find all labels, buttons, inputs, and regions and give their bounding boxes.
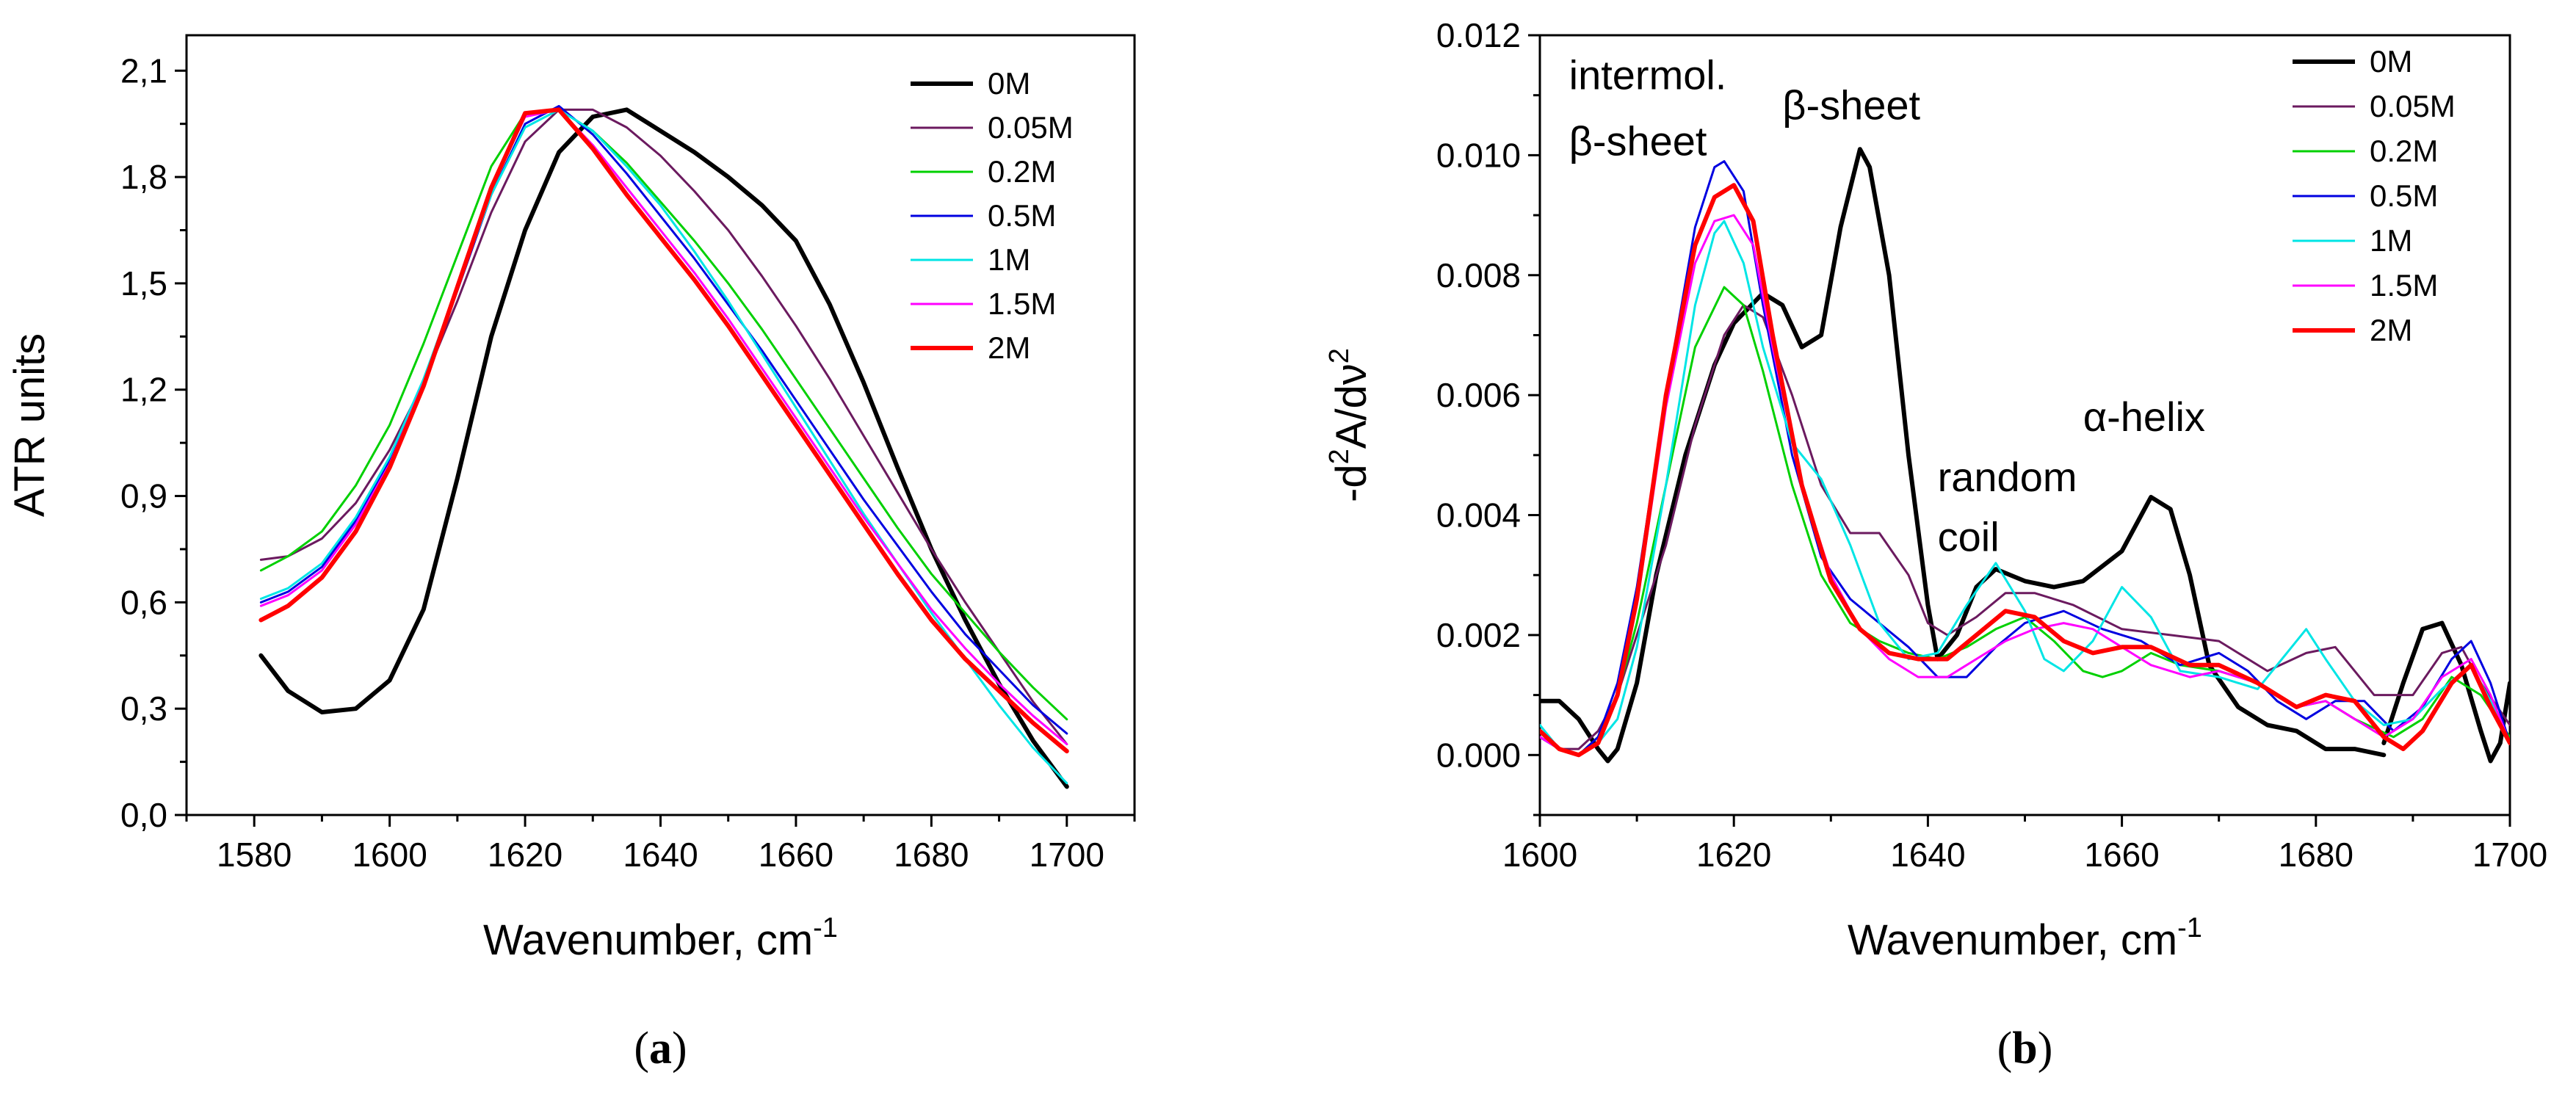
x-tick-label: 1620 [1696, 836, 1771, 874]
x-tick-label: 1700 [2472, 836, 2547, 874]
y-tick-label: 0.000 [1436, 736, 1521, 774]
y-tick-label: 0,0 [120, 796, 167, 834]
y-tick-label: 1,8 [120, 158, 167, 196]
y-tick-label: 0.010 [1436, 136, 1521, 174]
series-line-0p5m [259, 105, 1068, 735]
panel-caption: (b) [1997, 1024, 2053, 1073]
x-tick-label: 1640 [1890, 836, 1965, 874]
y-tick-label: 0.008 [1436, 256, 1521, 294]
y-tick-label: 1,5 [120, 264, 167, 303]
legend-label: 0.05M [988, 110, 1074, 145]
legend-label: 0M [988, 66, 1030, 101]
x-axis-label: Wavenumber, cm-1 [483, 913, 838, 964]
x-tick-label: 1660 [2084, 836, 2159, 874]
y-tick-label: 1,2 [120, 371, 167, 409]
y-tick-label: 0,9 [120, 477, 167, 515]
x-tick-label: 1600 [1502, 836, 1577, 874]
x-tick-label: 1680 [894, 836, 969, 874]
series-line-1m [1540, 220, 2510, 756]
legend-label: 0.2M [2370, 134, 2438, 168]
x-axis-label: Wavenumber, cm-1 [1848, 913, 2202, 964]
annotation: β-sheet [1782, 81, 1920, 128]
legend-label: 0.5M [988, 198, 1056, 233]
series-line-2m [258, 107, 1069, 754]
panel-a: 1580 1600 1620 1640 1660 1680 1700 0,0 0,3 0,6 0,9… [6, 34, 1136, 1073]
plot-frame [185, 34, 1136, 816]
x-tick-label: 1700 [1030, 836, 1104, 874]
annotation: β-sheet [1569, 117, 1707, 164]
legend-label: 0M [2370, 44, 2412, 79]
legend-label: 1M [988, 242, 1030, 277]
series-line-0p05m [1540, 304, 2510, 750]
y-axis-label: ATR units [6, 333, 54, 517]
annotation: intermol. [1569, 52, 1727, 98]
y-tick-label: 0,3 [120, 689, 167, 728]
legend-label: 0.5M [2370, 178, 2438, 213]
panel-b: 1600 1620 1640 1660 1680 1700 0.000 0.002 0.004 0… [1324, 16, 2547, 1073]
series-line-0p05m [259, 108, 1068, 745]
annotation: random [1938, 454, 2077, 500]
legend-label: 2M [2370, 313, 2412, 347]
series-line-0p2m [1540, 286, 2510, 756]
series-line-2m [1540, 183, 2510, 758]
panel-caption: (a) [634, 1024, 687, 1073]
y-tick-label: 2,1 [120, 51, 167, 90]
y-tick-label: 0.006 [1436, 376, 1521, 414]
legend-label: 1.5M [988, 286, 1056, 321]
legend-label: 1.5M [2370, 268, 2438, 303]
x-tick-label: 1620 [488, 836, 562, 874]
series-line-0p2m [259, 108, 1068, 721]
legend-label: 0.05M [2370, 89, 2456, 123]
x-tick-label: 1680 [2279, 836, 2354, 874]
y-axis-label: -d2A/dν2 [1324, 348, 1375, 502]
x-tick-label: 1640 [623, 836, 698, 874]
annotation: coil [1938, 514, 2000, 560]
x-tick-label: 1660 [759, 836, 833, 874]
x-tick-label: 1580 [217, 836, 292, 874]
annotation: α-helix [2083, 394, 2205, 440]
y-tick-label: 0,6 [120, 583, 167, 621]
x-tick-label: 1600 [352, 836, 427, 874]
series-line-0m [1540, 147, 2387, 764]
series-line-1m [259, 108, 1068, 785]
y-tick-label: 0.012 [1436, 16, 1521, 54]
legend-label: 2M [988, 330, 1030, 365]
legend-label: 1M [2370, 223, 2412, 258]
legend-label: 0.2M [988, 154, 1056, 189]
y-tick-label: 0.004 [1436, 496, 1521, 535]
y-tick-label: 0.002 [1436, 616, 1521, 654]
